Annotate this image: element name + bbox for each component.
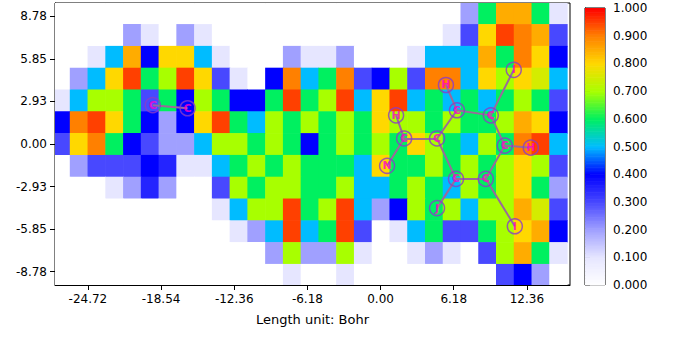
svg-text:-6.18: -6.18 <box>292 292 323 306</box>
svg-text:C: C <box>501 139 509 152</box>
svg-text:H: H <box>526 141 535 154</box>
svg-text:N: N <box>382 159 391 172</box>
svg-text:0.800: 0.800 <box>613 56 647 70</box>
svg-text:5.85: 5.85 <box>20 52 47 66</box>
svg-text:12.36: 12.36 <box>510 292 544 306</box>
svg-text:J: J <box>434 202 439 215</box>
svg-text:0.300: 0.300 <box>613 195 647 209</box>
svg-text:0.900: 0.900 <box>613 29 647 43</box>
svg-text:0.000: 0.000 <box>613 278 647 292</box>
svg-text:0.400: 0.400 <box>613 167 647 181</box>
svg-text:-2.93: -2.93 <box>16 180 47 194</box>
svg-text:C: C <box>453 104 461 117</box>
svg-text:I: I <box>512 63 516 76</box>
svg-text:C: C <box>184 102 192 115</box>
svg-text:H: H <box>441 78 450 91</box>
svg-text:0.100: 0.100 <box>613 250 647 264</box>
svg-text:0.600: 0.600 <box>613 112 647 126</box>
svg-text:H: H <box>391 109 400 122</box>
svg-text:-5.85: -5.85 <box>16 222 47 236</box>
svg-text:Length unit: Bohr: Length unit: Bohr <box>256 312 370 327</box>
svg-text:C: C <box>400 132 408 145</box>
svg-text:C: C <box>433 132 441 145</box>
svg-text:-8.78: -8.78 <box>16 265 47 279</box>
svg-text:0.500: 0.500 <box>613 140 647 154</box>
svg-text:6.18: 6.18 <box>440 292 467 306</box>
svg-text:8.78: 8.78 <box>20 9 47 23</box>
svg-text:C: C <box>149 99 157 112</box>
svg-text:0.200: 0.200 <box>613 223 647 237</box>
svg-text:C: C <box>487 109 495 122</box>
svg-text:C: C <box>452 172 460 185</box>
svg-text:I: I <box>513 220 517 233</box>
svg-text:0.00: 0.00 <box>20 137 47 151</box>
svg-text:1.000: 1.000 <box>613 1 647 15</box>
svg-text:2.93: 2.93 <box>20 94 47 108</box>
svg-text:0.00: 0.00 <box>367 292 394 306</box>
svg-text:0.700: 0.700 <box>613 84 647 98</box>
svg-text:-12.36: -12.36 <box>215 292 254 306</box>
svg-text:C: C <box>482 172 490 185</box>
svg-text:-24.72: -24.72 <box>69 292 108 306</box>
svg-text:-18.54: -18.54 <box>142 292 181 306</box>
